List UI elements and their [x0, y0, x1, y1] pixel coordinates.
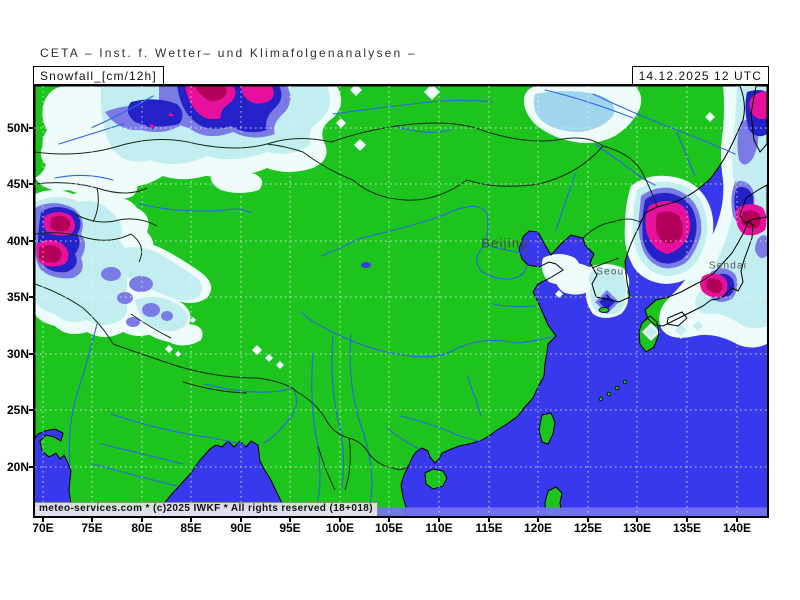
snowfall-map: Beijing Seoul Sendai meteo-services.com * … [33, 84, 769, 518]
lon-tick [141, 518, 143, 522]
lon-tick [686, 518, 688, 522]
lon-tick-label: 75E [81, 521, 103, 535]
lon-tick-label: 70E [32, 521, 54, 535]
graticule [35, 86, 767, 516]
lat-tick-label: 20N [6, 460, 29, 474]
lon-tick [190, 518, 192, 522]
lat-tick [29, 409, 33, 411]
small-islands [598, 307, 628, 402]
lon-tick-label: 80E [131, 521, 153, 535]
lat-tick [29, 466, 33, 468]
snowfall-shading [35, 86, 767, 369]
country-borders [35, 122, 658, 491]
lat-tick-label: 25N [6, 403, 29, 417]
lon-tick-label: 115E [475, 521, 503, 535]
lon-tick [339, 518, 341, 522]
lon-tick [587, 518, 589, 522]
lon-tick [636, 518, 638, 522]
lat-tick-label: 40N [6, 234, 29, 248]
product-label: Snowfall_[cm/12h] [40, 69, 157, 83]
lon-tick-label: 135E [672, 521, 702, 535]
lon-tick [488, 518, 490, 522]
product-label-box: Snowfall_[cm/12h] [33, 66, 164, 86]
lon-tick [289, 518, 291, 522]
lon-tick [736, 518, 738, 522]
lon-tick-label: 125E [573, 521, 603, 535]
lon-tick-label: 110E [425, 521, 453, 535]
lon-tick [42, 518, 44, 522]
lon-tick-label: 95E [279, 521, 301, 535]
lon-tick-label: 140E [722, 521, 752, 535]
run-datetime-box: 14.12.2025 12 UTC [631, 66, 769, 86]
lat-tick [29, 183, 33, 185]
lon-tick-label: 105E [374, 521, 404, 535]
lon-tick [388, 518, 390, 522]
lon-tick-label: 120E [523, 521, 553, 535]
lon-tick-label: 90E [230, 521, 252, 535]
lat-tick-label: 35N [6, 290, 29, 304]
lat-tick [29, 296, 33, 298]
lat-tick [29, 240, 33, 242]
page-title: CETA – Inst. f. Wetter– und Klimafolgena… [40, 46, 417, 60]
lon-tick [537, 518, 539, 522]
map-svg [35, 86, 767, 516]
credit-bar: meteo-services.com * (c)2025 IWKF * All … [35, 502, 378, 516]
lat-tick-label: 50N [6, 121, 29, 135]
lat-tick [29, 127, 33, 129]
lon-tick [438, 518, 440, 522]
lon-tick-label: 100E [325, 521, 355, 535]
lat-tick-label: 45N [6, 177, 29, 191]
lon-tick-label: 85E [180, 521, 202, 535]
lon-tick-label: 130E [622, 521, 652, 535]
run-datetime: 14.12.2025 12 UTC [638, 69, 762, 83]
lat-tick-label: 30N [6, 347, 29, 361]
lon-tick [240, 518, 242, 522]
lat-tick [29, 353, 33, 355]
lon-tick [91, 518, 93, 522]
bottom-ocean-band [35, 507, 767, 516]
